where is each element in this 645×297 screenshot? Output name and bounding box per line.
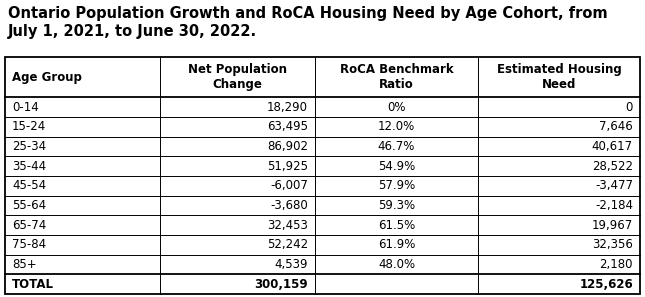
Text: Age Group: Age Group xyxy=(12,71,82,83)
Text: 85+: 85+ xyxy=(12,258,37,271)
Text: 75-84: 75-84 xyxy=(12,238,46,251)
Text: 32,356: 32,356 xyxy=(592,238,633,251)
Text: 65-74: 65-74 xyxy=(12,219,46,232)
Text: 57.9%: 57.9% xyxy=(378,179,415,192)
Text: -3,477: -3,477 xyxy=(595,179,633,192)
Text: 300,159: 300,159 xyxy=(254,278,308,291)
Text: 59.3%: 59.3% xyxy=(378,199,415,212)
Text: Ontario Population Growth and RoCA Housing Need by Age Cohort, from
July 1, 2021: Ontario Population Growth and RoCA Housi… xyxy=(8,6,608,39)
Text: 55-64: 55-64 xyxy=(12,199,46,212)
Text: 28,522: 28,522 xyxy=(592,159,633,173)
Text: 40,617: 40,617 xyxy=(592,140,633,153)
Text: 25-34: 25-34 xyxy=(12,140,46,153)
Text: 48.0%: 48.0% xyxy=(378,258,415,271)
Text: 54.9%: 54.9% xyxy=(378,159,415,173)
Text: RoCA Benchmark
Ratio: RoCA Benchmark Ratio xyxy=(340,63,453,91)
Text: 63,495: 63,495 xyxy=(267,120,308,133)
Text: 12.0%: 12.0% xyxy=(378,120,415,133)
Text: -6,007: -6,007 xyxy=(270,179,308,192)
Text: 61.5%: 61.5% xyxy=(378,219,415,232)
Text: TOTAL: TOTAL xyxy=(12,278,54,291)
Text: 61.9%: 61.9% xyxy=(378,238,415,251)
Text: 4,539: 4,539 xyxy=(275,258,308,271)
Text: 46.7%: 46.7% xyxy=(378,140,415,153)
Text: -2,184: -2,184 xyxy=(595,199,633,212)
Text: 32,453: 32,453 xyxy=(267,219,308,232)
Text: 15-24: 15-24 xyxy=(12,120,46,133)
Text: 7,646: 7,646 xyxy=(599,120,633,133)
Text: 0%: 0% xyxy=(387,100,406,113)
Text: 18,290: 18,290 xyxy=(267,100,308,113)
Text: 2,180: 2,180 xyxy=(599,258,633,271)
Text: 125,626: 125,626 xyxy=(579,278,633,291)
Text: Net Population
Change: Net Population Change xyxy=(188,63,287,91)
Text: 51,925: 51,925 xyxy=(267,159,308,173)
Text: 0-14: 0-14 xyxy=(12,100,39,113)
Bar xyxy=(5,57,640,294)
Text: 52,242: 52,242 xyxy=(267,238,308,251)
Text: 19,967: 19,967 xyxy=(591,219,633,232)
Text: 45-54: 45-54 xyxy=(12,179,46,192)
Text: -3,680: -3,680 xyxy=(270,199,308,212)
Text: 0: 0 xyxy=(626,100,633,113)
Text: 86,902: 86,902 xyxy=(267,140,308,153)
Text: 35-44: 35-44 xyxy=(12,159,46,173)
Text: Estimated Housing
Need: Estimated Housing Need xyxy=(497,63,621,91)
